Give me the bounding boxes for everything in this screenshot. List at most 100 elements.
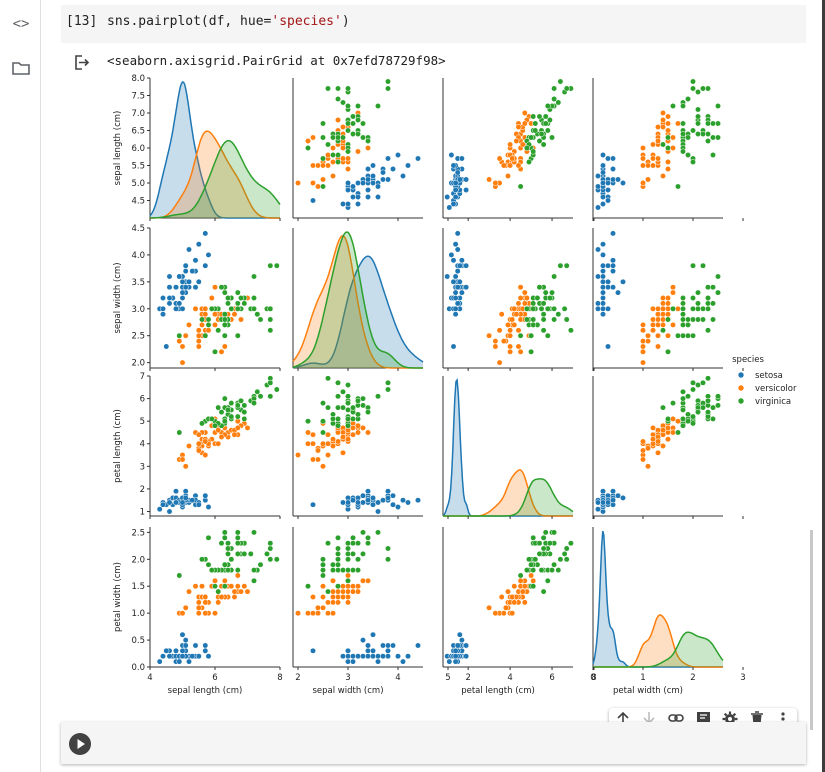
scatter-point-virginica	[273, 556, 280, 563]
output-icon[interactable]	[73, 54, 91, 72]
link-icon[interactable]	[666, 711, 686, 731]
scatter-point-versicolor	[335, 599, 341, 606]
scatter-point-virginica	[710, 152, 716, 158]
scatter-point-virginica	[675, 332, 681, 339]
scatter-point-virginica	[690, 316, 696, 323]
scatter-point-versicolor	[640, 155, 646, 162]
scatter-point-versicolor	[330, 599, 336, 606]
scatter-point-versicolor	[530, 577, 537, 584]
scatter-point-setosa	[385, 653, 391, 660]
kde-line-setosa	[149, 81, 280, 219]
scatter-point-setosa	[610, 284, 616, 291]
scatter-point-setosa	[179, 653, 186, 660]
scatter-point-virginica	[345, 103, 351, 109]
scatter-point-versicolor	[330, 577, 336, 584]
scatter-point-virginica	[532, 120, 539, 127]
scatter-point-virginica	[557, 262, 564, 269]
comment-icon[interactable]	[693, 711, 713, 731]
scatter-point-setosa	[182, 494, 189, 501]
scatter-point-virginica	[685, 96, 691, 102]
scatter-point-virginica	[695, 409, 701, 416]
scatter-point-virginica	[360, 120, 366, 127]
scatter-point-versicolor	[640, 456, 646, 463]
scatter-point-virginica	[665, 145, 671, 151]
scatter-point-versicolor	[340, 594, 346, 600]
scatter-point-versicolor	[195, 599, 202, 606]
scatter-point-virginica	[212, 583, 218, 590]
scatter-point-setosa	[370, 647, 376, 654]
scatter-point-virginica	[215, 588, 222, 595]
scatter-point-setosa	[380, 176, 386, 183]
scatter-point-versicolor	[199, 321, 205, 328]
scatter-point-virginica	[267, 316, 274, 323]
scatter-point-versicolor	[355, 422, 361, 429]
scrollbar-thumb[interactable]	[810, 530, 813, 730]
scatter-point-versicolor	[515, 300, 522, 307]
scatter-point-virginica	[225, 295, 231, 301]
code-cell[interactable]	[61, 5, 806, 43]
x-axis-label: sepal width (cm)	[312, 686, 383, 696]
x-tick-label: 6	[212, 673, 217, 683]
scatter-point-versicolor	[655, 305, 661, 312]
scatter-point-setosa	[458, 155, 465, 162]
scatter-point-setosa	[310, 197, 316, 204]
scatter-point-versicolor	[670, 284, 676, 291]
scatter-point-virginica	[305, 418, 311, 425]
scatter-point-setosa	[595, 173, 601, 179]
scatter-point-setosa	[595, 499, 601, 506]
scatter-point-versicolor	[218, 348, 225, 355]
code-icon[interactable]: <>	[12, 16, 30, 32]
kde-line-versicolor	[150, 130, 280, 219]
y-axis-label: petal width (cm)	[113, 562, 123, 632]
scatter-point-virginica	[350, 550, 356, 557]
scatter-point-virginica	[320, 418, 326, 425]
scatter-point-virginica	[555, 567, 562, 574]
scatter-point-versicolor	[665, 300, 671, 307]
scatter-point-virginica	[540, 300, 547, 307]
scatter-point-virginica	[670, 305, 676, 312]
scatter-point-setosa	[605, 197, 611, 204]
scatter-point-setosa	[375, 653, 381, 660]
scatter-point-setosa	[600, 152, 606, 158]
scatter-point-versicolor	[310, 610, 316, 617]
scatter-point-setosa	[415, 642, 421, 649]
code-editor[interactable]: sns.pairplot(df, hue='species')	[107, 14, 350, 29]
folder-icon[interactable]	[11, 60, 31, 80]
scatter-point-versicolor	[360, 577, 366, 584]
scatter-point-virginica	[715, 393, 721, 400]
scatter-point-setosa	[385, 155, 391, 162]
scatter-point-versicolor	[492, 610, 499, 617]
scatter-point-versicolor	[645, 445, 651, 452]
scatter-point-virginica	[517, 572, 524, 579]
scatter-point-virginica	[557, 78, 564, 85]
scatter-point-setosa	[360, 653, 366, 660]
scatter-point-versicolor	[310, 134, 316, 141]
legend-marker-virginica	[738, 398, 744, 404]
scatter-point-virginica	[705, 131, 711, 137]
run-cell-button[interactable]	[69, 733, 91, 755]
scatter-point-setosa	[189, 497, 196, 504]
scatter-point-setosa	[176, 300, 183, 307]
scatter-point-versicolor	[325, 599, 331, 606]
scatter-point-virginica	[705, 120, 711, 127]
scatter-point-setosa	[452, 289, 459, 296]
scatter-point-versicolor	[660, 316, 666, 323]
scatter-point-versicolor	[325, 162, 331, 169]
scatter-point-virginica	[523, 316, 530, 323]
scatter-point-versicolor	[315, 447, 321, 454]
scatter-point-virginica	[212, 348, 218, 355]
scatter-point-versicolor	[660, 110, 666, 116]
scatter-point-virginica	[710, 120, 716, 127]
scatter-point-virginica	[199, 420, 205, 427]
scatter-point-versicolor	[665, 424, 671, 431]
scatter-point-setosa	[345, 180, 351, 186]
scatter-point-versicolor	[675, 305, 681, 312]
scatter-point-setosa	[452, 180, 459, 186]
scatter-point-virginica	[530, 300, 537, 307]
x-tick-label: 6	[549, 673, 554, 683]
scatter-point-versicolor	[315, 604, 321, 611]
scatter-point-versicolor	[340, 145, 346, 151]
scatter-point-versicolor	[295, 452, 301, 458]
scatter-point-virginica	[685, 321, 691, 328]
new-code-cell[interactable]	[61, 722, 806, 764]
